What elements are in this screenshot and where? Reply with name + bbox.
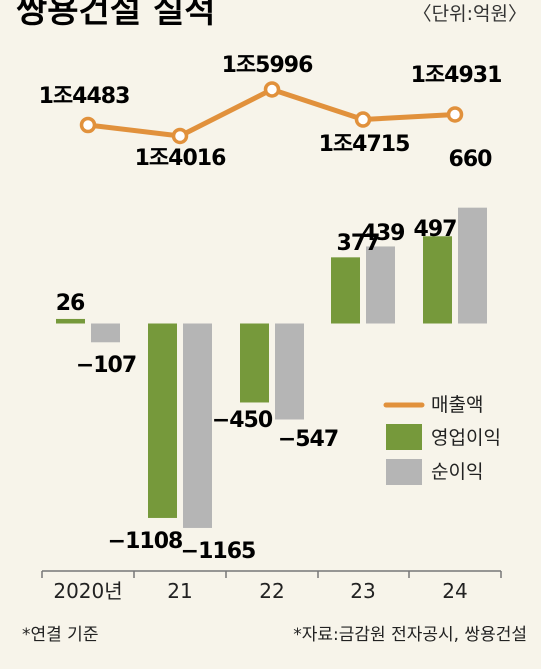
revenue-point-3 xyxy=(354,111,372,128)
operating-income-bar-2 xyxy=(240,323,269,403)
x-tick-label-3: 23 xyxy=(350,579,375,603)
footnote-basis: *연결 기준 xyxy=(22,625,98,645)
legend-operating-label: 영업이익 xyxy=(431,427,501,449)
net-income-label-3: 439 xyxy=(362,221,405,246)
legend-net-swatch xyxy=(386,459,422,485)
net-income-bar-1 xyxy=(183,323,212,528)
chart-title: 쌍용건설 실적 xyxy=(16,0,216,31)
net-income-bar-2 xyxy=(275,323,304,420)
x-tick-label-2: 22 xyxy=(259,579,284,603)
x-tick-label-4: 24 xyxy=(442,579,467,603)
revenue-label-4: 1조4931 xyxy=(411,63,502,88)
legend-operating-swatch xyxy=(386,424,422,450)
bar-series-group xyxy=(56,207,487,528)
net-income-label-4: 660 xyxy=(449,147,493,172)
operating-income-label-2: −450 xyxy=(212,408,273,433)
revenue-label-2: 1조5996 xyxy=(222,53,313,78)
operating-income-bar-3 xyxy=(331,257,360,324)
x-tick-label-1: 21 xyxy=(167,579,192,603)
revenue-label-0: 1조4483 xyxy=(39,84,130,109)
revenue-label-1: 1조4016 xyxy=(135,146,226,171)
x-axis: 2020년 21 22 23 24 xyxy=(41,570,502,603)
operating-income-label-3: 377 xyxy=(337,231,380,256)
net-income-bar-0 xyxy=(91,323,120,343)
revenue-line-group xyxy=(79,81,464,145)
operating-income-label-0: 26 xyxy=(56,291,85,316)
revenue-point-0 xyxy=(79,116,97,134)
net-income-label-1: −1165 xyxy=(181,539,256,564)
operating-income-bar-4 xyxy=(423,236,452,324)
unit-note: 〈단위:억원〉 xyxy=(413,3,527,25)
net-income-label-0: −107 xyxy=(76,353,136,378)
operating-income-label-4: 497 xyxy=(414,217,457,242)
revenue-point-2 xyxy=(263,81,281,98)
revenue-point-1 xyxy=(171,127,189,145)
net-income-bar-4 xyxy=(458,207,487,324)
legend-net-label: 순이익 xyxy=(431,461,483,483)
net-income-bar-3 xyxy=(366,246,395,324)
operating-income-bar-0 xyxy=(56,318,85,324)
footnote-source: *자료:금감원 전자공시, 쌍용건설 xyxy=(293,625,527,645)
net-income-label-2: −547 xyxy=(278,427,338,452)
x-tick-label-0: 2020년 xyxy=(53,579,122,603)
value-labels-group: 26 −1108 −450 377 497 −107 −1165 −547 439 660 1조44… xyxy=(39,53,503,564)
revenue-point-4 xyxy=(446,106,464,123)
legend: 매출액 영업이익 순이익 xyxy=(383,394,501,485)
legend-revenue-label: 매출액 xyxy=(431,394,483,416)
operating-income-label-1: −1108 xyxy=(108,529,183,554)
revenue-label-3: 1조4715 xyxy=(319,132,410,157)
operating-income-bar-1 xyxy=(148,323,177,518)
